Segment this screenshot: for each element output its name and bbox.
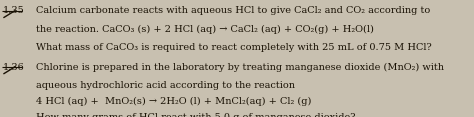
Text: Calcium carbonate reacts with aqueous HCl to give CaCl₂ and CO₂ according to: Calcium carbonate reacts with aqueous HC… [36,6,430,15]
Text: 4 HCl (aq) +  MnO₂(s) → 2H₂O (l) + MnCl₂(aq) + Cl₂ (g): 4 HCl (aq) + MnO₂(s) → 2H₂O (l) + MnCl₂(… [36,97,311,106]
Text: aqueous hydrochloric acid according to the reaction: aqueous hydrochloric acid according to t… [36,81,294,90]
Text: Chlorine is prepared in the laboratory by treating manganese dioxide (MnO₂) with: Chlorine is prepared in the laboratory b… [36,63,444,72]
Text: 1.36: 1.36 [2,63,24,72]
Text: the reaction. CaCO₃ (s) + 2 HCl (aq) → CaCl₂ (aq) + CO₂(g) + H₂O(l): the reaction. CaCO₃ (s) + 2 HCl (aq) → C… [36,25,374,34]
Text: What mass of CaCO₃ is required to react completely with 25 mL of 0.75 M HCl?: What mass of CaCO₃ is required to react … [36,43,431,52]
Text: 1.35: 1.35 [2,6,24,15]
Text: How many grams of HCl react with 5.0 g of manganese dioxide?: How many grams of HCl react with 5.0 g o… [36,113,355,117]
